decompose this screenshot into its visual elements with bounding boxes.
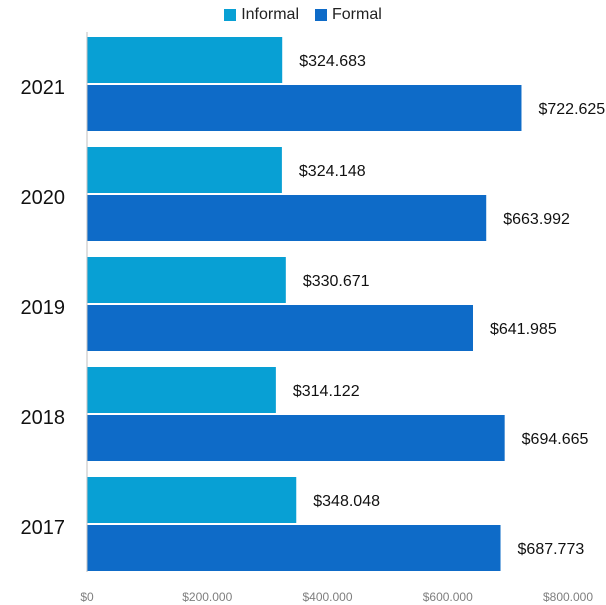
legend-label-informal: Informal bbox=[241, 6, 299, 23]
legend-swatch-formal bbox=[315, 9, 327, 21]
category-label-2017: 2017 bbox=[21, 517, 66, 539]
bar-informal-2020 bbox=[87, 147, 282, 193]
data-label-informal-2018: $314.122 bbox=[293, 383, 360, 400]
category-label-2019: 2019 bbox=[21, 297, 66, 319]
data-label-informal-2020: $324.148 bbox=[299, 163, 366, 180]
data-label-formal-2017: $687.773 bbox=[518, 541, 585, 558]
bar-formal-2017 bbox=[87, 525, 501, 571]
x-tick-label: $600.000 bbox=[423, 590, 473, 604]
data-label-informal-2019: $330.671 bbox=[303, 273, 370, 290]
legend-item-informal: Informal bbox=[224, 6, 299, 24]
data-label-informal-2021: $324.683 bbox=[299, 53, 366, 70]
bar-informal-2019 bbox=[87, 257, 286, 303]
x-tick-label: $400.000 bbox=[302, 590, 352, 604]
legend-swatch-informal bbox=[224, 9, 237, 21]
legend-label-formal: Formal bbox=[332, 6, 382, 23]
data-label-informal-2017: $348.048 bbox=[313, 493, 380, 510]
category-label-2021: 2021 bbox=[21, 77, 66, 99]
data-label-formal-2021: $722.625 bbox=[538, 101, 605, 118]
bar-formal-2021 bbox=[87, 85, 522, 131]
x-tick-label: $800.000 bbox=[543, 590, 593, 604]
category-label-2020: 2020 bbox=[21, 187, 66, 209]
bar-formal-2019 bbox=[87, 305, 473, 351]
data-label-formal-2019: $641.985 bbox=[490, 321, 557, 338]
legend-item-formal: Formal bbox=[315, 6, 382, 24]
bar-informal-2021 bbox=[87, 37, 283, 83]
bar-informal-2017 bbox=[87, 477, 297, 523]
data-label-formal-2018: $694.665 bbox=[522, 431, 589, 448]
bar-informal-2018 bbox=[87, 367, 276, 413]
legend: Informal Formal bbox=[0, 6, 606, 24]
data-label-formal-2020: $663.992 bbox=[503, 211, 570, 228]
category-label-2018: 2018 bbox=[21, 407, 66, 429]
x-tick-label: $0 bbox=[80, 590, 94, 604]
x-tick-label: $200.000 bbox=[182, 590, 232, 604]
bar-formal-2018 bbox=[87, 415, 505, 461]
bar-formal-2020 bbox=[87, 195, 487, 241]
